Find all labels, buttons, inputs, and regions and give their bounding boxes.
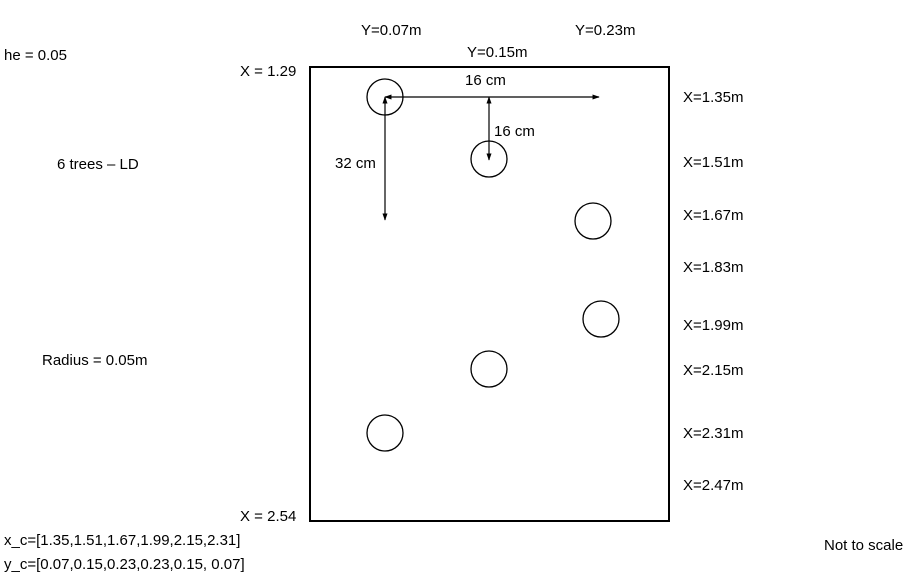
x-label-2.47: X=2.47m bbox=[683, 477, 743, 494]
vertical-short-dimension-label: 16 cm bbox=[494, 123, 535, 140]
y-coordinates-note: y_c=[0.07,0.15,0.23,0.23,0.15, 0.07] bbox=[4, 556, 245, 573]
horizontal-dimension-label: 16 cm bbox=[465, 72, 506, 89]
tree-circle bbox=[470, 350, 508, 388]
tree-circle bbox=[582, 300, 620, 338]
x-label-1.99: X=1.99m bbox=[683, 317, 743, 334]
x-label-2.31: X=2.31m bbox=[683, 425, 743, 442]
vertical-long-dimension-label: 32 cm bbox=[335, 155, 376, 172]
trees-note: 6 trees – LD bbox=[57, 156, 139, 173]
x-start-label: X = 1.29 bbox=[240, 63, 296, 80]
y-label-0.23: Y=0.23m bbox=[575, 22, 635, 39]
plot-boundary bbox=[309, 66, 670, 522]
x-label-1.83: X=1.83m bbox=[683, 259, 743, 276]
x-coordinates-note: x_c=[1.35,1.51,1.67,1.99,2.15,2.31] bbox=[4, 532, 240, 549]
he-note: he = 0.05 bbox=[4, 47, 67, 64]
x-label-2.15: X=2.15m bbox=[683, 362, 743, 379]
x-label-1.51: X=1.51m bbox=[683, 154, 743, 171]
x-label-1.67: X=1.67m bbox=[683, 207, 743, 224]
y-label-0.07: Y=0.07m bbox=[361, 22, 421, 39]
x-label-1.35: X=1.35m bbox=[683, 89, 743, 106]
y-label-0.15: Y=0.15m bbox=[467, 44, 527, 61]
x-end-label: X = 2.54 bbox=[240, 508, 296, 525]
tree-circle bbox=[366, 414, 404, 452]
scale-note: Not to scale bbox=[824, 537, 903, 554]
radius-note: Radius = 0.05m bbox=[42, 352, 147, 369]
tree-circle bbox=[574, 202, 612, 240]
